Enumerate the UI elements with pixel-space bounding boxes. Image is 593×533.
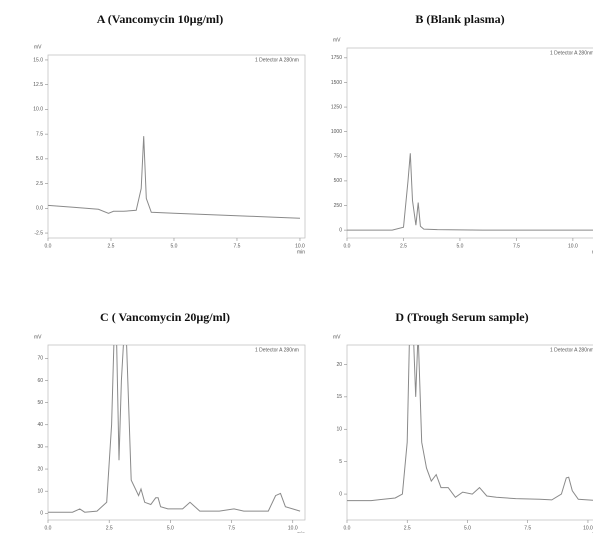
panel-title: A (Vancomycin 10µg/ml) [97, 12, 223, 26]
panel-title: B (Blank plasma) [415, 12, 504, 26]
y-tick-label: 0 [339, 227, 342, 233]
chromatogram-trace [48, 136, 301, 219]
y-tick-label: 20 [336, 362, 342, 368]
detector-note: 1 Detector A 280nm [550, 50, 593, 56]
x-tick-label: 0.0 [344, 525, 351, 531]
y-tick-label: 5.0 [36, 156, 43, 162]
y-axis-label: mV [34, 44, 42, 50]
x-tick-label: 10.0 [295, 243, 305, 249]
chromatogram-trace [347, 345, 593, 502]
x-tick-label: 10.0 [568, 243, 578, 249]
panel-title: D (Trough Serum sample) [395, 310, 528, 324]
y-axis-label: mV [34, 334, 42, 340]
x-axis-label: min [297, 531, 305, 533]
y-tick-label: 20 [37, 466, 43, 472]
x-tick-label: 10.0 [288, 525, 298, 531]
y-tick-label: 15.0 [33, 57, 43, 63]
x-tick-label: 7.5 [228, 525, 235, 531]
x-tick-label: 7.5 [513, 243, 520, 249]
x-tick-label: 5.0 [167, 525, 174, 531]
x-tick-label: 5.0 [464, 525, 471, 531]
detector-note: 1 Detector A 280nm [255, 57, 299, 63]
plot-frame [47, 344, 306, 521]
y-axis-label: mV [333, 334, 341, 340]
y-tick-label: 10 [37, 489, 43, 495]
chromatogram-trace [48, 345, 301, 513]
plot-frame [346, 344, 593, 521]
y-tick-label: 30 [37, 444, 43, 450]
x-tick-label: 0.0 [45, 243, 52, 249]
detector-note: 1 Detector A 280nm [550, 347, 593, 353]
x-tick-label: 7.5 [233, 243, 240, 249]
y-tick-label: 50 [37, 400, 43, 406]
y-tick-label: 70 [37, 356, 43, 362]
x-tick-label: 0.0 [344, 243, 351, 249]
y-tick-label: 2.5 [36, 181, 43, 187]
panel-title: C ( Vancomycin 20µg/ml) [100, 310, 230, 324]
y-tick-label: 10 [336, 427, 342, 433]
chart-panel: A (Vancomycin 10µg/ml) mV min 1 Detector A … [33, 12, 306, 255]
x-tick-label: 7.5 [524, 525, 531, 531]
y-tick-label: 7.5 [36, 131, 43, 137]
y-tick-label: 0.0 [36, 206, 43, 212]
plot-frame [47, 54, 306, 239]
x-tick-label: 2.5 [108, 243, 115, 249]
x-axis-label: min [297, 249, 305, 255]
x-tick-label: 5.0 [171, 243, 178, 249]
y-tick-label: 10.0 [33, 107, 43, 113]
y-tick-label: 40 [37, 422, 43, 428]
chromatogram-trace [347, 153, 593, 231]
y-tick-label: 0 [339, 491, 342, 497]
y-tick-label: 500 [334, 178, 343, 184]
x-tick-label: 5.0 [456, 243, 463, 249]
y-axis-label: mV [333, 37, 341, 43]
y-tick-label: 12.5 [33, 82, 43, 88]
x-tick-label: 2.5 [106, 525, 113, 531]
chart-panel: C ( Vancomycin 20µg/ml) mV min 1 Detector A… [34, 310, 306, 533]
y-tick-label: 750 [334, 154, 343, 160]
x-tick-label: 10.0 [583, 525, 593, 531]
y-tick-label: 1750 [331, 55, 342, 61]
detector-note: 1 Detector A 280nm [255, 347, 299, 353]
plot-frame [346, 47, 593, 239]
y-tick-label: 0 [40, 511, 43, 517]
y-tick-label: 1500 [331, 80, 342, 86]
y-tick-label: 5 [339, 459, 342, 465]
y-tick-label: 250 [334, 203, 343, 209]
y-tick-label: -2.5 [34, 230, 43, 236]
x-tick-label: 2.5 [400, 243, 407, 249]
y-tick-label: 60 [37, 378, 43, 384]
y-tick-label: 1250 [331, 104, 342, 110]
y-tick-label: 1000 [331, 129, 342, 135]
y-tick-label: 15 [336, 394, 342, 400]
x-tick-label: 0.0 [45, 525, 52, 531]
x-tick-label: 2.5 [404, 525, 411, 531]
